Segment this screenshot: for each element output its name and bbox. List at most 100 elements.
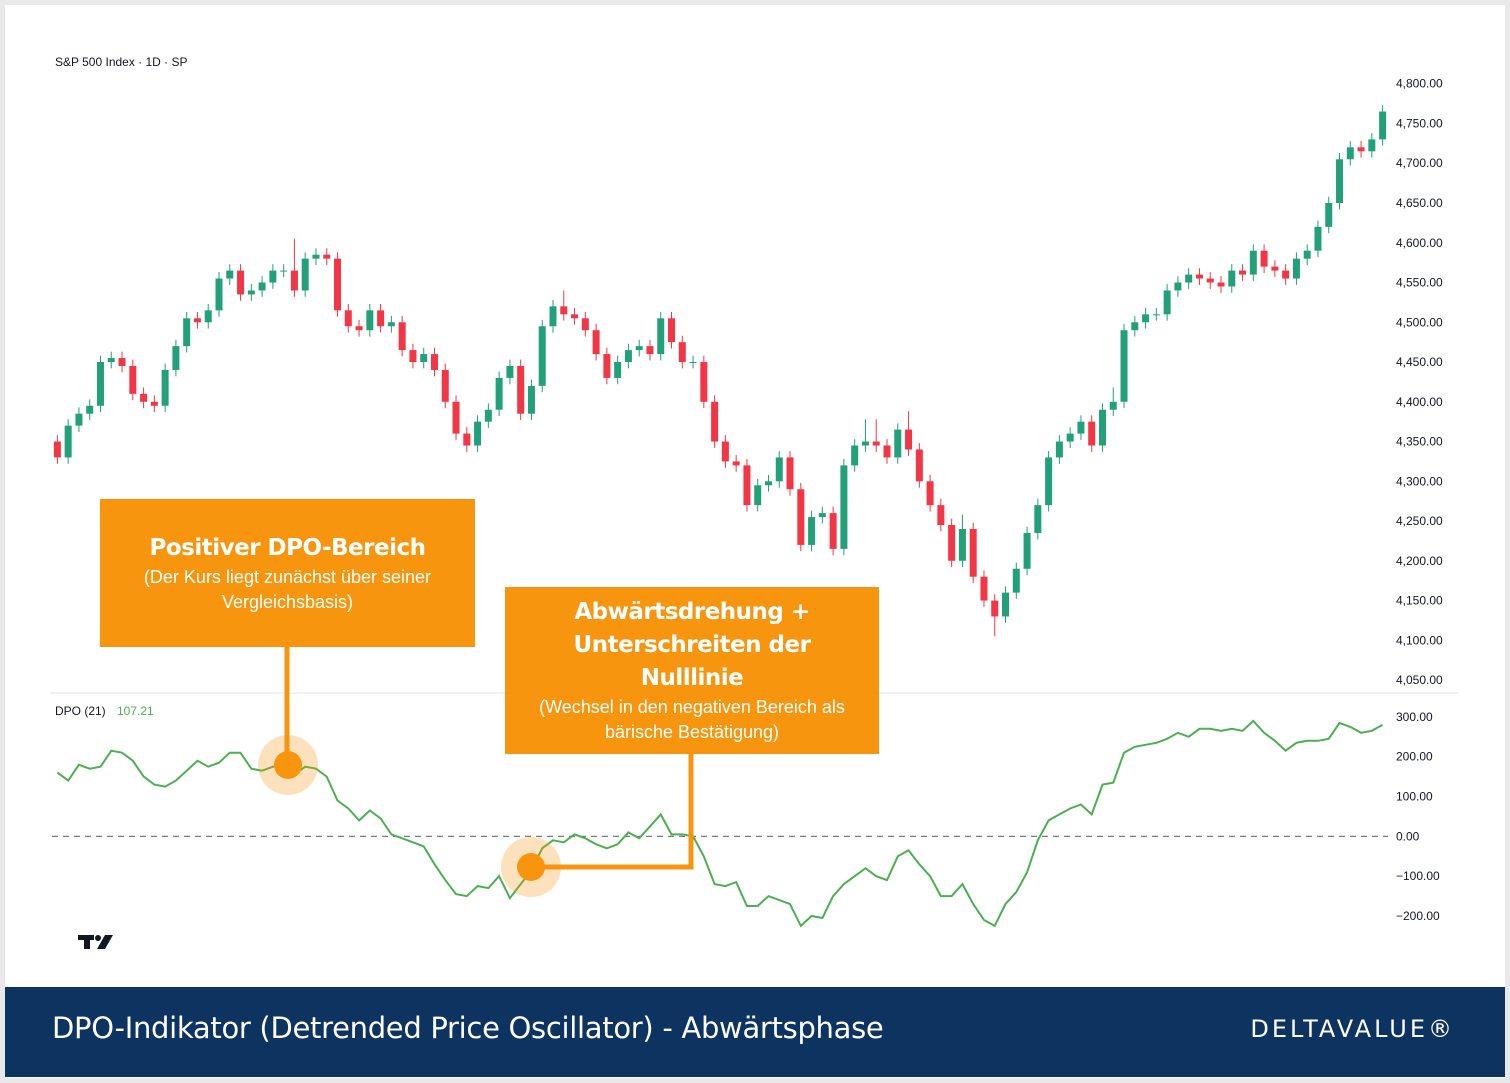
candle-body bbox=[463, 433, 471, 446]
candle-body bbox=[484, 409, 492, 422]
candle-body bbox=[1336, 159, 1344, 203]
y-tick-label: 200.00 bbox=[1396, 750, 1433, 764]
y-tick-label: 4,600.00 bbox=[1396, 236, 1443, 250]
candle-body bbox=[1303, 250, 1311, 259]
candle-body bbox=[430, 354, 438, 370]
candle-body bbox=[247, 290, 255, 295]
candle-body bbox=[387, 322, 395, 327]
candle-body bbox=[1120, 330, 1128, 402]
y-tick-label: 4,350.00 bbox=[1396, 435, 1443, 449]
candle-body bbox=[711, 401, 719, 442]
y-tick-label: 4,100.00 bbox=[1396, 633, 1443, 647]
y-tick-label: −200.00 bbox=[1396, 909, 1440, 923]
candle-body bbox=[1163, 290, 1171, 315]
candle-body bbox=[420, 354, 428, 363]
candle-body bbox=[506, 366, 514, 378]
candle-body bbox=[1206, 278, 1214, 283]
y-tick-label: 4,500.00 bbox=[1396, 315, 1443, 329]
candle-body bbox=[571, 314, 579, 319]
candle-body bbox=[53, 441, 61, 458]
candle-body bbox=[409, 350, 417, 363]
legend-name: DPO (21) bbox=[55, 704, 106, 718]
candle-body bbox=[226, 270, 234, 279]
chart-title: S&P 500 Index · 1D · SP bbox=[55, 55, 188, 69]
candle-body bbox=[549, 306, 557, 327]
candle-body bbox=[366, 310, 374, 331]
candle-body bbox=[193, 318, 201, 323]
y-tick-label: −100.00 bbox=[1396, 869, 1440, 883]
candle-body bbox=[1012, 568, 1020, 593]
y-tick-label: 4,150.00 bbox=[1396, 594, 1443, 608]
candle-body bbox=[172, 346, 180, 370]
candle-body bbox=[344, 310, 352, 327]
candle-body bbox=[107, 358, 115, 363]
candle-body bbox=[129, 366, 137, 394]
candle-body bbox=[517, 366, 525, 414]
y-tick-label: 0.00 bbox=[1396, 829, 1420, 843]
candle-body bbox=[140, 393, 148, 402]
candle-body bbox=[258, 282, 266, 291]
candle-body bbox=[398, 322, 406, 351]
logo: DELTAVALUE® bbox=[1250, 1015, 1455, 1043]
candle-body bbox=[215, 278, 223, 311]
candle-body bbox=[1346, 147, 1354, 160]
y-tick-label: 4,550.00 bbox=[1396, 276, 1443, 290]
candle-body bbox=[1325, 203, 1333, 227]
candle-body bbox=[635, 346, 643, 351]
candle-body bbox=[1174, 282, 1182, 291]
y-tick-label: 300.00 bbox=[1396, 710, 1433, 724]
candle-body bbox=[334, 258, 342, 311]
legend-value: 107.21 bbox=[117, 704, 154, 718]
candle-body bbox=[161, 369, 169, 406]
candle-body bbox=[1034, 505, 1042, 533]
candle-body bbox=[808, 517, 816, 545]
chart: S&P 500 Index · 1D · SP DPO (21) 107.21 … bbox=[50, 55, 1458, 949]
candle-body bbox=[1002, 592, 1010, 617]
annotation-text: (Wechsel in den negativen Bereich als bä… bbox=[539, 697, 845, 742]
candle-body bbox=[1109, 401, 1117, 410]
candle-body bbox=[958, 529, 966, 561]
candle-body bbox=[1066, 433, 1074, 442]
candle-body bbox=[883, 445, 891, 458]
candle-body bbox=[786, 457, 794, 490]
candle-body bbox=[818, 513, 826, 518]
candle-body bbox=[312, 254, 320, 259]
candle-body bbox=[915, 449, 923, 482]
candle-body bbox=[204, 310, 212, 323]
candle-body bbox=[592, 330, 600, 355]
candle-body bbox=[1368, 139, 1376, 152]
candle-body bbox=[1282, 270, 1290, 279]
candle-body bbox=[377, 310, 385, 327]
candle-body bbox=[721, 441, 729, 462]
y-tick-label: 4,450.00 bbox=[1396, 355, 1443, 369]
annotation-title: Positiver DPO-Bereich bbox=[149, 534, 427, 561]
candle-body bbox=[894, 429, 902, 458]
candle-body bbox=[474, 421, 482, 446]
connector bbox=[531, 754, 694, 870]
candle-body bbox=[301, 258, 309, 291]
candle-body bbox=[1239, 270, 1247, 275]
candle-body bbox=[280, 270, 288, 272]
candle-body bbox=[829, 513, 837, 549]
candle-body bbox=[323, 254, 331, 259]
candle-body bbox=[560, 306, 568, 315]
footer-title: DPO-Indikator (Detrended Price Oscillato… bbox=[52, 1011, 884, 1045]
candle-body bbox=[764, 481, 772, 486]
candle-body bbox=[1023, 532, 1031, 569]
candle-body bbox=[689, 362, 697, 364]
marker bbox=[517, 853, 545, 881]
candle-body bbox=[905, 429, 913, 450]
candle-body bbox=[668, 318, 676, 343]
candle-body bbox=[1088, 421, 1096, 446]
annotation-box: Abwärtsdrehung + Unterschreiten der Null… bbox=[505, 587, 879, 754]
candle-body bbox=[538, 326, 546, 386]
candle-body bbox=[495, 377, 503, 410]
candle-body bbox=[1195, 274, 1203, 279]
y-tick-label: 4,750.00 bbox=[1396, 116, 1443, 130]
candle-body bbox=[1077, 421, 1085, 434]
annotation-text: (Der Kurs liegt zunächst über seiner Ver… bbox=[143, 566, 432, 612]
candle-body bbox=[237, 270, 245, 295]
candle-body bbox=[646, 346, 654, 355]
y-tick-label: 4,300.00 bbox=[1396, 474, 1443, 488]
candle-body bbox=[1098, 409, 1106, 446]
